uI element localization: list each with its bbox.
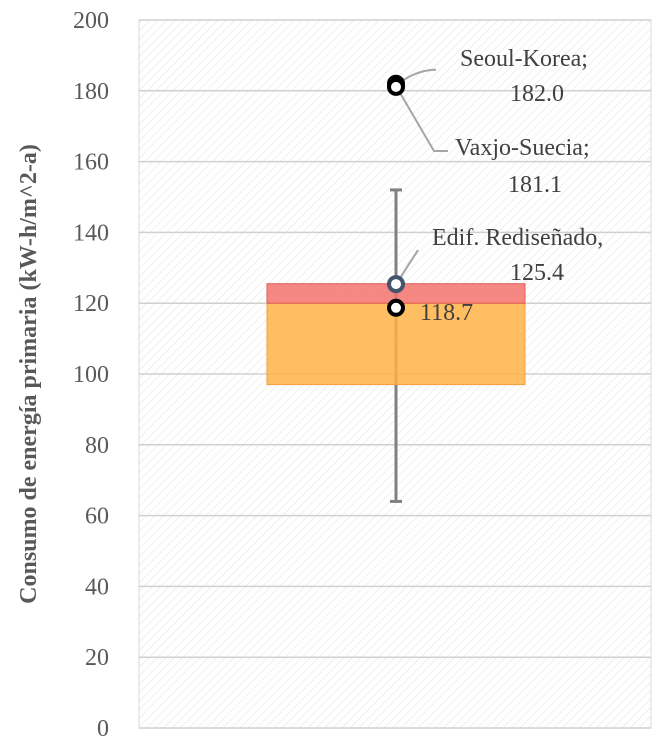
label-vaxjo-suecia: Vaxjo-Suecia; — [455, 135, 590, 161]
y-axis-label: Consumo de energía primaria (kW-h/m^2-a) — [16, 144, 42, 604]
label-edif-redisenado: Edif. Rediseñado, — [432, 225, 603, 251]
leader-line-rediseno — [399, 249, 419, 279]
point-vaxjo-suecia — [387, 77, 405, 96]
value-seoul-korea: 182.0 — [510, 81, 564, 107]
value-edif-redisenado: 125.4 — [510, 260, 564, 286]
leader-line-seoul — [403, 68, 437, 81]
mean-point — [387, 298, 405, 317]
y-tick-label-180: 180 — [73, 79, 109, 105]
annotation-leaders — [399, 68, 448, 279]
y-tick-label-80: 80 — [85, 433, 109, 459]
value-vaxjo-suecia: 181.1 — [508, 172, 562, 198]
y-tick-label-200: 200 — [73, 8, 109, 34]
mean-label: 118.7 — [420, 300, 473, 326]
y-axis-ticks: 0 20 40 60 80 100 120 140 160 180 200 — [73, 8, 109, 740]
label-seoul-korea: Seoul-Korea; — [460, 46, 588, 72]
y-tick-label-160: 160 — [73, 150, 109, 176]
y-tick-label-100: 100 — [73, 362, 109, 388]
y-tick-label-120: 120 — [73, 291, 109, 317]
point-edif-redisenado — [387, 275, 405, 294]
y-tick-label-60: 60 — [85, 504, 109, 530]
y-tick-label-20: 20 — [85, 645, 109, 671]
leader-line-vaxjo — [399, 92, 448, 152]
y-tick-label-40: 40 — [85, 574, 109, 600]
y-tick-label-0: 0 — [97, 716, 109, 740]
y-tick-label-140: 140 — [73, 220, 109, 246]
